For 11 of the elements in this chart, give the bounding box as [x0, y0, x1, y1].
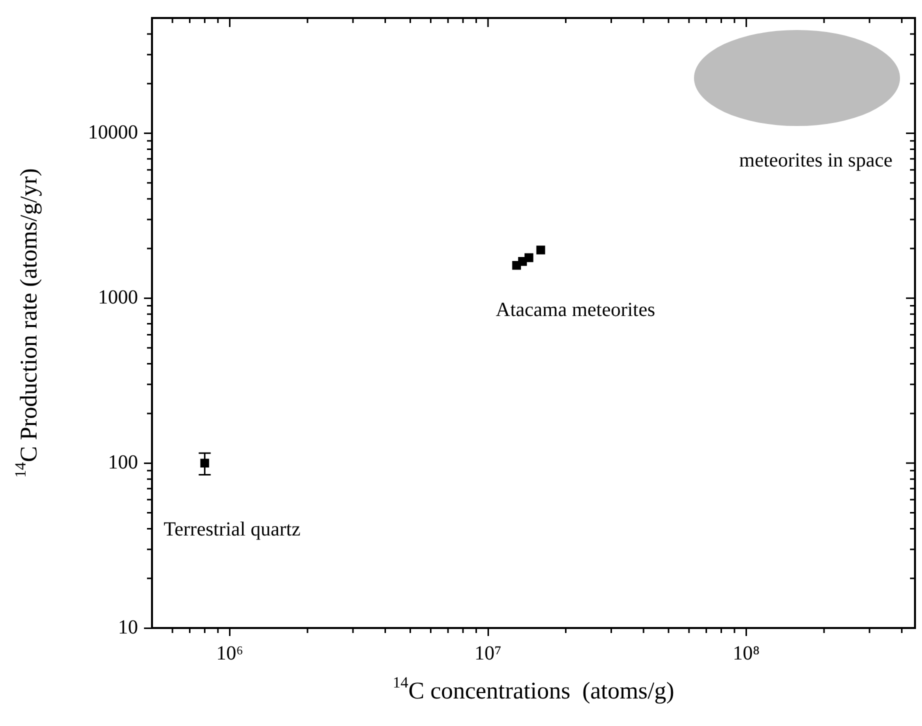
y-tick-label: 10000	[88, 122, 138, 144]
y-tick-label: 10	[118, 616, 138, 638]
annotation: meteorites in space	[739, 150, 893, 172]
annotation: Terrestrial quartz	[164, 518, 301, 541]
x-tick-label: 10⁷	[474, 642, 502, 664]
annotation: Atacama meteorites	[496, 299, 656, 322]
x-tick-label: 10⁶	[216, 642, 244, 664]
y-tick-label: 1000	[98, 286, 138, 308]
y-axis-title: 14C Production rate (atoms/g/yr)	[12, 168, 42, 478]
x-tick-label: 10⁸	[732, 642, 760, 664]
y-tick-label: 100	[108, 451, 138, 474]
